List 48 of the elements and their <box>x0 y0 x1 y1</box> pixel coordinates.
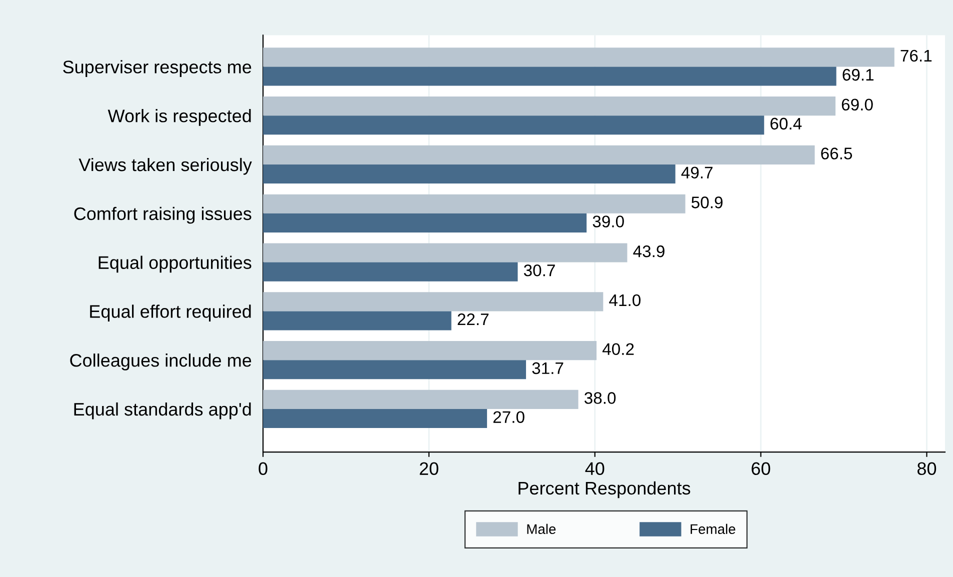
bar <box>263 116 764 135</box>
y-tick-label: Equal effort required <box>90 304 251 322</box>
data-label: 31.7 <box>532 362 564 374</box>
data-label: 76.1 <box>900 50 932 62</box>
data-label: 69.1 <box>842 68 874 81</box>
x-tick-label: 20 <box>420 462 438 476</box>
bar <box>263 164 676 184</box>
data-label: 41.0 <box>609 294 641 306</box>
bar <box>263 341 597 360</box>
data-label: 22.7 <box>458 313 489 326</box>
data-label: 43.9 <box>633 245 664 258</box>
x-axis-title: Percent Respondents <box>518 481 690 498</box>
x-tick-label: 80 <box>917 462 936 476</box>
x-tick-label: 0 <box>258 462 268 476</box>
data-label: 60.4 <box>770 118 802 130</box>
y-tick-label: Views taken seriously <box>78 158 252 175</box>
bar <box>263 262 518 282</box>
bar <box>263 96 836 116</box>
y-tick-label: Comfort raising issues <box>74 206 252 224</box>
bar <box>263 311 452 330</box>
y-tick-label: Colleagues include me <box>70 354 252 370</box>
data-label: 40.2 <box>602 343 634 356</box>
x-tick-label: 60 <box>752 462 770 476</box>
bar <box>263 213 587 232</box>
bar <box>263 48 894 67</box>
bar <box>263 243 628 262</box>
y-tick-label: Equal standards app'd <box>74 402 251 420</box>
legend-label: Female <box>690 524 736 534</box>
data-label: 39.0 <box>592 216 624 228</box>
data-label: 30.7 <box>524 264 555 276</box>
legend-label: Male <box>527 524 556 534</box>
bar <box>263 145 815 164</box>
data-label: 49.7 <box>681 166 713 178</box>
x-tick-label: 40 <box>585 462 604 476</box>
data-label: 50.9 <box>692 196 723 208</box>
data-label: 66.5 <box>821 148 852 160</box>
data-label: 38.0 <box>584 392 616 404</box>
bar <box>263 194 686 214</box>
bar <box>263 292 604 312</box>
y-tick-label: Work is respected <box>108 109 251 126</box>
bar <box>263 408 488 428</box>
bar <box>263 360 526 380</box>
data-label: 69.0 <box>842 98 873 111</box>
data-label: 27.0 <box>493 411 524 423</box>
y-tick-label: Superviser respects me <box>63 60 252 77</box>
bar <box>263 390 578 409</box>
y-tick-label: Equal opportunities <box>98 256 252 273</box>
bar <box>263 66 836 86</box>
